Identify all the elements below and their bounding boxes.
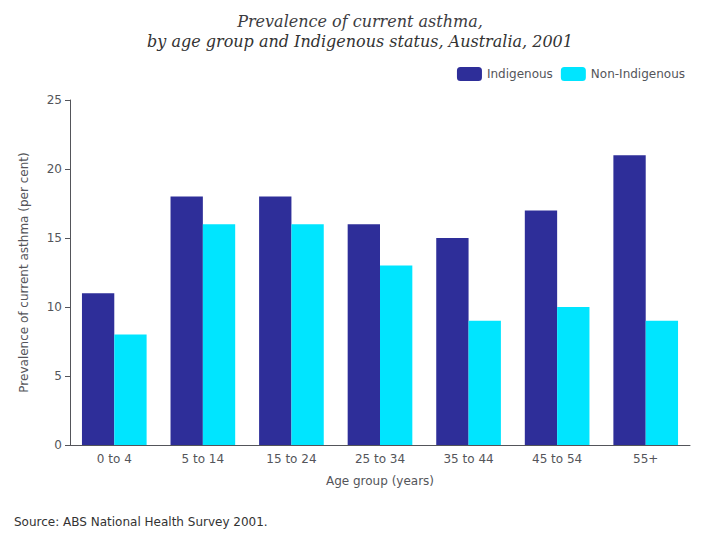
svg-text:10: 10 [47, 300, 62, 314]
svg-text:20: 20 [47, 162, 62, 176]
svg-text:0 to 4: 0 to 4 [97, 452, 132, 466]
svg-text:25 to 34: 25 to 34 [355, 452, 405, 466]
svg-text:25: 25 [47, 93, 62, 107]
svg-text:Prevalence of current asthma (: Prevalence of current asthma (per cent) [17, 152, 31, 392]
svg-text:15 to 24: 15 to 24 [266, 452, 316, 466]
svg-text:35 to 44: 35 to 44 [443, 452, 493, 466]
svg-text:Age group (years): Age group (years) [326, 474, 434, 488]
svg-text:0: 0 [54, 438, 62, 452]
svg-text:5 to 14: 5 to 14 [182, 452, 225, 466]
svg-text:55+: 55+ [633, 452, 658, 466]
svg-text:Prevalence of current asthma,: Prevalence of current asthma, [236, 12, 483, 31]
svg-text:45 to 54: 45 to 54 [532, 452, 582, 466]
svg-text:15: 15 [47, 231, 62, 245]
svg-text:Source: ABS National Health Su: Source: ABS National Health Survey 2001. [14, 515, 268, 529]
svg-text:Non-Indigenous: Non-Indigenous [591, 67, 685, 81]
svg-text:5: 5 [54, 369, 62, 383]
svg-text:Indigenous: Indigenous [487, 67, 553, 81]
svg-text:by age group and Indigenous st: by age group and Indigenous status, Aust… [147, 32, 573, 51]
